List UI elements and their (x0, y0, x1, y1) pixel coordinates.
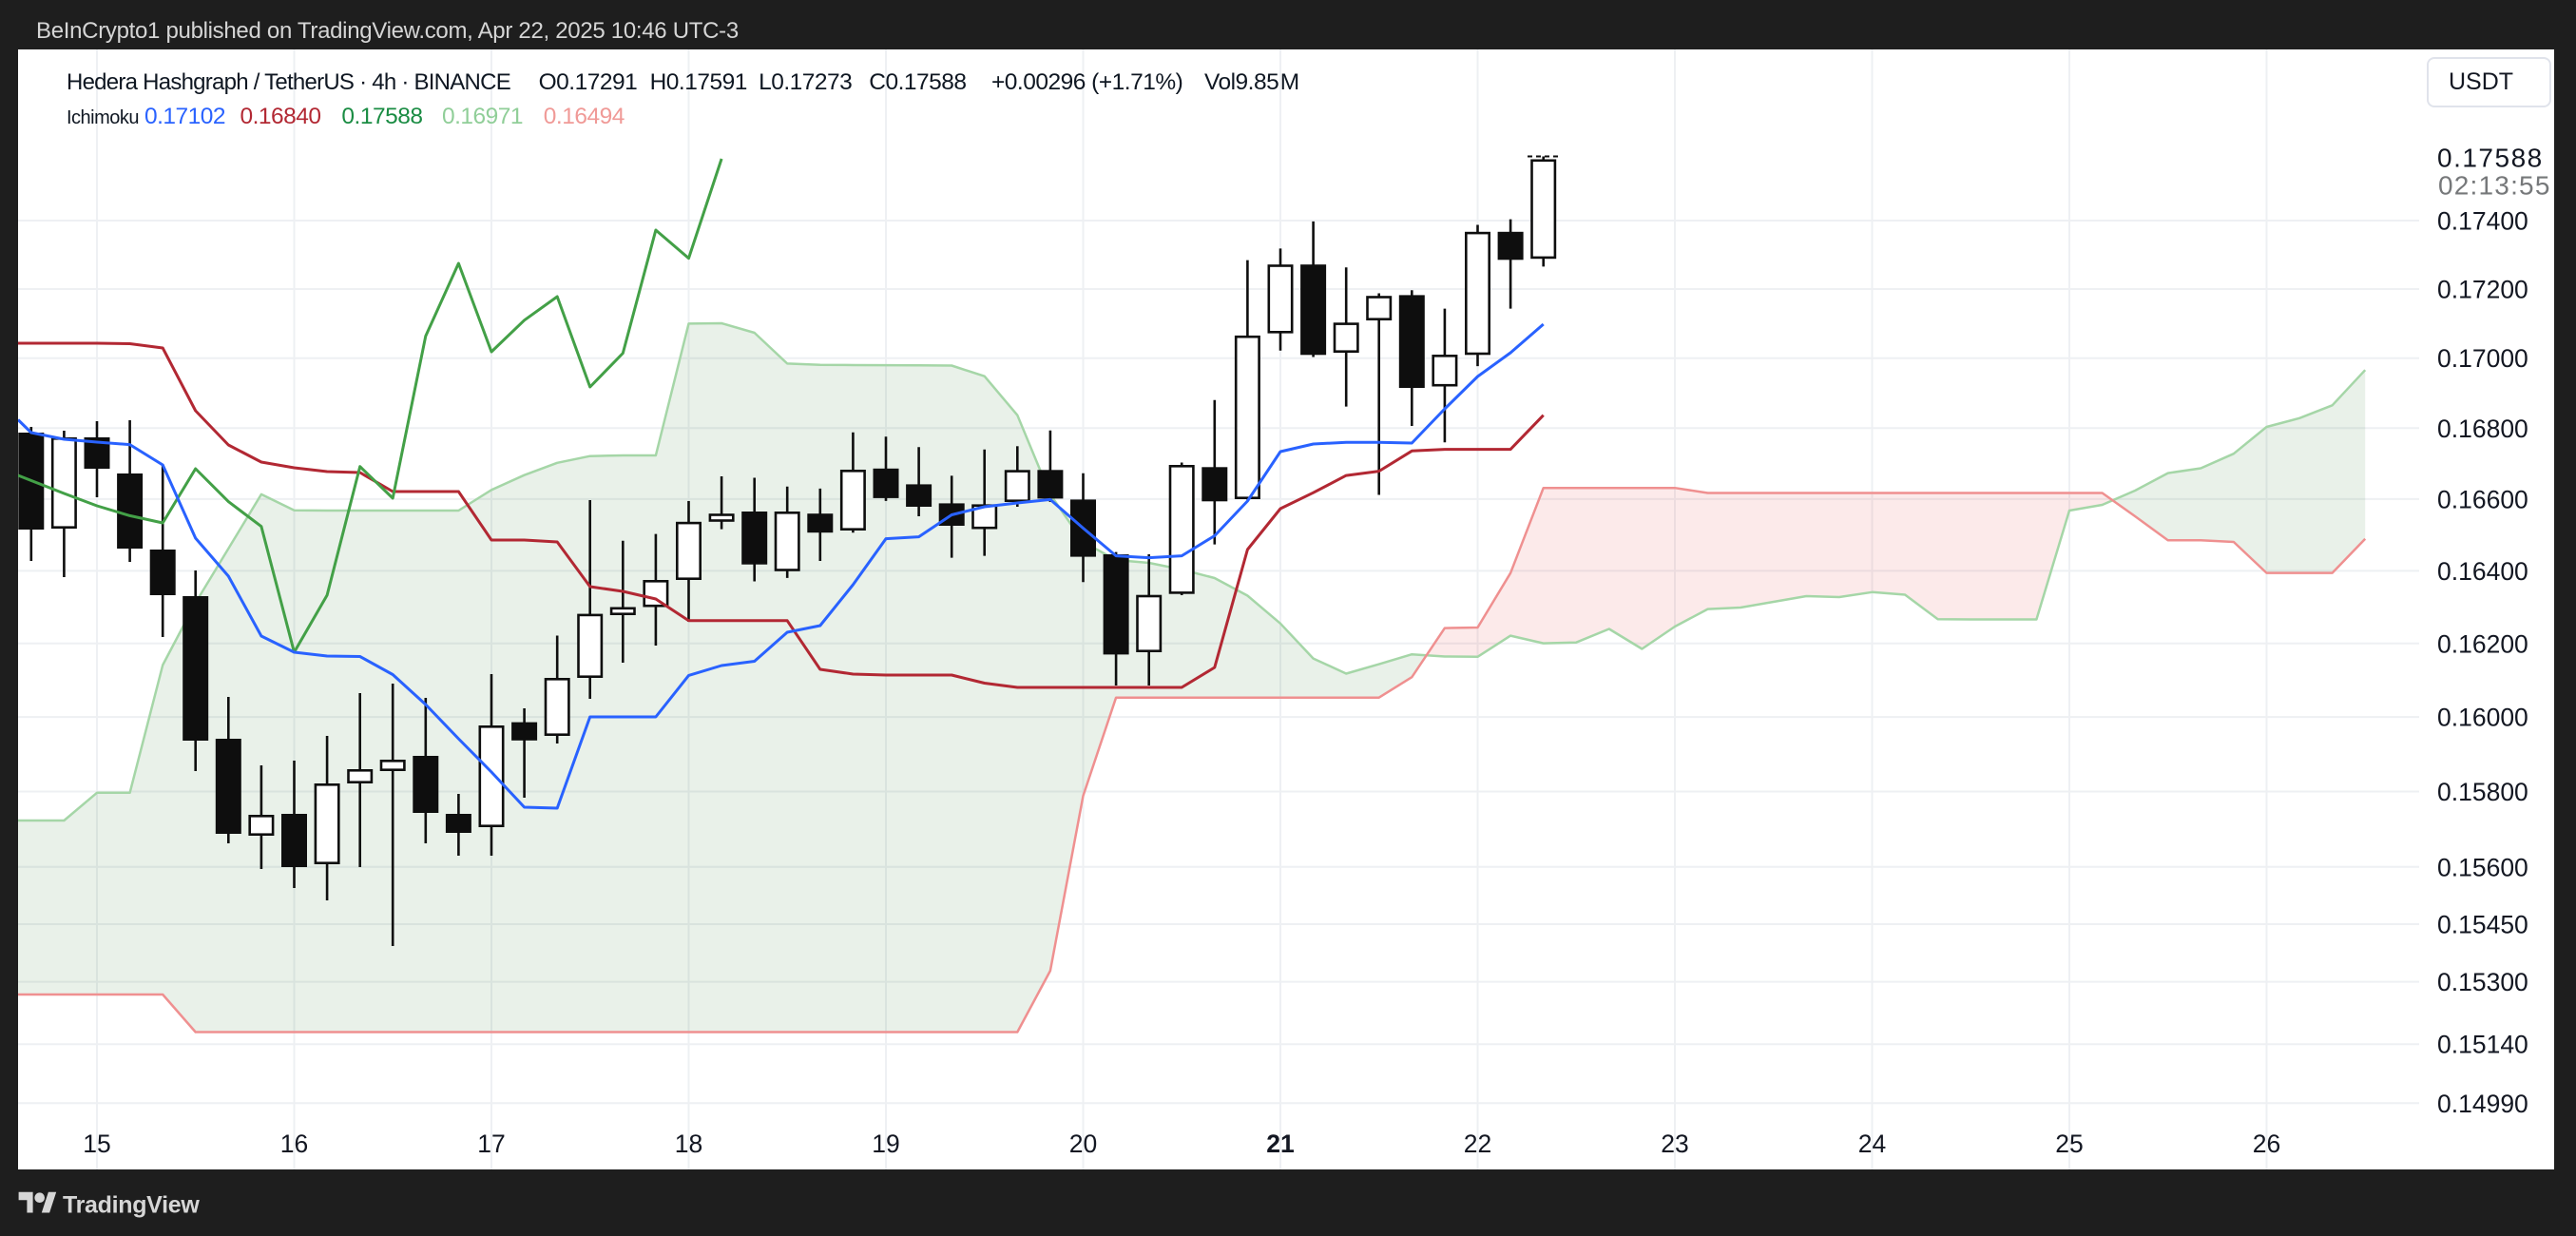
svg-text:16: 16 (280, 1130, 308, 1158)
svg-text:0.17588: 0.17588 (341, 104, 422, 129)
svg-text:21: 21 (1266, 1130, 1294, 1158)
svg-text:23: 23 (1661, 1130, 1688, 1158)
svg-text:0.17200: 0.17200 (2437, 276, 2528, 304)
svg-text:0.16494: 0.16494 (544, 104, 625, 129)
svg-text:0.16840: 0.16840 (240, 104, 321, 129)
svg-text:17: 17 (477, 1130, 505, 1158)
svg-text:20: 20 (1069, 1130, 1097, 1158)
svg-text:02:13:55: 02:13:55 (2438, 171, 2551, 201)
svg-text:0.16800: 0.16800 (2437, 415, 2528, 443)
svg-text:Hedera Hashgraph / TetherUS ·: Hedera Hashgraph / TetherUS · 4h · BINAN… (67, 69, 510, 95)
svg-text:0.14990: 0.14990 (2437, 1090, 2528, 1118)
svg-text:0.17400: 0.17400 (2437, 207, 2528, 236)
svg-text:Ichimoku: Ichimoku (67, 107, 139, 128)
svg-text:19: 19 (872, 1130, 899, 1158)
svg-text:22: 22 (1464, 1130, 1491, 1158)
svg-text:H0.17591: H0.17591 (650, 69, 747, 95)
svg-text:0.15140: 0.15140 (2437, 1031, 2528, 1059)
svg-text:BeInCrypto1 published on Tradi: BeInCrypto1 published on TradingView.com… (36, 18, 739, 44)
svg-text:0.15450: 0.15450 (2437, 911, 2528, 939)
svg-text:25: 25 (2055, 1130, 2083, 1158)
svg-text:0.16000: 0.16000 (2437, 704, 2528, 732)
svg-text:0.15300: 0.15300 (2437, 968, 2528, 996)
svg-text:18: 18 (675, 1130, 702, 1158)
svg-text:Vol9.85 M: Vol9.85 M (1204, 69, 1299, 95)
svg-text:15: 15 (83, 1130, 110, 1158)
svg-text:0.16200: 0.16200 (2437, 629, 2528, 658)
svg-text:USDT: USDT (2449, 68, 2513, 95)
svg-text:0.17000: 0.17000 (2437, 344, 2528, 373)
svg-text:O0.17291: O0.17291 (539, 69, 638, 95)
svg-text:C0.17588: C0.17588 (869, 69, 966, 95)
svg-text:TradingView: TradingView (63, 1192, 200, 1219)
svg-text:26: 26 (2253, 1130, 2280, 1158)
svg-text:0.16971: 0.16971 (442, 104, 523, 129)
svg-text:0.17588: 0.17588 (2437, 144, 2544, 173)
svg-text:0.16600: 0.16600 (2437, 485, 2528, 513)
svg-text:0.15600: 0.15600 (2437, 853, 2528, 881)
svg-text:0.16400: 0.16400 (2437, 557, 2528, 586)
svg-text:+0.00296 (+1.71%): +0.00296 (+1.71%) (991, 69, 1182, 95)
svg-text:0.17102: 0.17102 (144, 104, 225, 129)
svg-text:0.15800: 0.15800 (2437, 778, 2528, 806)
svg-text:L0.17273: L0.17273 (759, 69, 852, 95)
svg-text:24: 24 (1858, 1130, 1886, 1158)
